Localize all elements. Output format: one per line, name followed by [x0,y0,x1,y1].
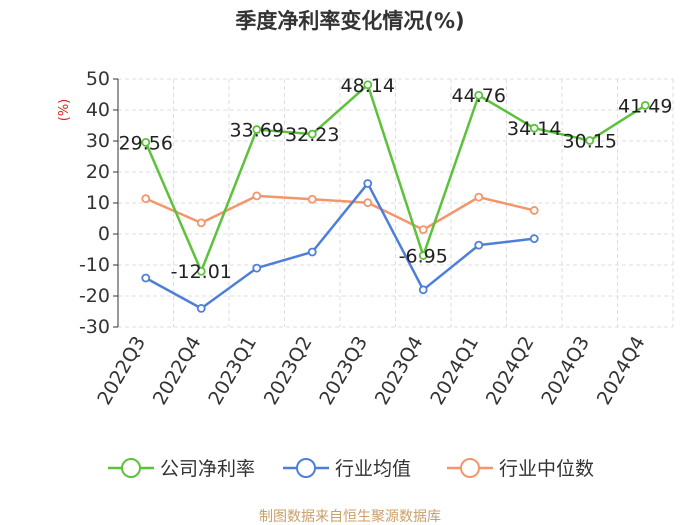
data-point [196,218,206,228]
y-tick-label: -30 [79,316,110,338]
x-tick-label: 2024Q4 [593,333,650,409]
data-point [141,273,151,283]
x-tick-label: 2024Q3 [537,333,594,409]
y-tick-label: 10 [86,192,110,214]
data-point [529,123,539,133]
data-point [252,125,262,134]
data-point [363,80,373,90]
legend: 公司净利率 行业均值 行业中位数 [108,458,594,480]
data-label: 48.14 [341,75,395,97]
series-line-2 [145,194,535,231]
source-note: 制图数据来自恒生聚源数据库 [259,509,441,525]
legend-label: 公司净利率 [160,458,255,480]
data-point [418,225,428,235]
data-point [529,206,539,215]
data-label: -12.01 [171,261,232,283]
data-label: 44.76 [452,85,506,107]
legend-marker [460,458,480,478]
data-point [141,194,151,204]
legend-marker [296,458,316,478]
data-point [196,303,206,313]
data-point [196,266,206,276]
chart-title: 季度净利率变化情况(%) [235,9,464,33]
data-point [252,191,262,201]
legend-label: 行业均值 [335,458,411,480]
data-point [363,198,373,208]
data-point [529,234,539,244]
data-point [307,129,317,139]
data-labels: 29.56 -12.01 33.69 32.23 48.14 -6.95 44.7634.1… [119,75,673,283]
series-line-0 [144,83,646,273]
x-tick-label: 2024Q2 [482,333,539,409]
data-label: 33.69 [230,120,284,142]
x-tick-label: 2023Q1 [204,333,261,409]
data-point [252,263,262,273]
data-point [474,90,484,100]
x-tick-label: 2022Q3 [93,333,150,409]
x-tick-label: 2023Q4 [371,333,428,409]
x-tick-label: 2023Q3 [315,333,372,409]
y-tick-label: 0 [98,223,110,245]
data-point [640,100,650,110]
data-label: 34.14 [507,118,561,140]
legend-marker [121,458,141,478]
y-tick-label: -20 [79,285,110,307]
x-tick-label: 2024Q1 [426,333,483,409]
y-tick-label: 40 [86,99,110,121]
data-point [307,247,317,257]
y-tick-labels: 50 40 30 20 10 0 -10 -20 -30 [79,68,110,338]
data-label: -6.95 [399,246,448,268]
series-lines [141,80,650,313]
y-tick-label: 20 [86,161,110,183]
data-point [474,192,484,202]
data-point [418,285,428,295]
data-label: 30.15 [563,131,617,153]
y-tick-label: 50 [86,68,110,90]
axes [113,78,119,328]
data-point [307,194,317,204]
data-point [141,137,151,147]
x-tick-label: 2022Q4 [149,333,206,409]
data-point [474,240,484,250]
series-line-1 [145,182,535,310]
gridlines [118,78,674,328]
x-tick-label: 2023Q2 [260,333,317,409]
data-label: 41.49 [618,95,672,117]
data-point [363,179,373,188]
data-label: 32.23 [285,124,339,146]
legend-label: 行业中位数 [499,458,594,480]
y-axis-label: (%) [57,99,72,122]
y-tick-label: -10 [79,254,110,276]
x-tick-labels: 2022Q32022Q42023Q12023Q22023Q32023Q42024… [93,333,649,409]
data-label: 29.56 [119,132,173,154]
data-point [418,251,428,260]
data-point [585,136,595,145]
y-tick-label: 30 [86,130,110,152]
